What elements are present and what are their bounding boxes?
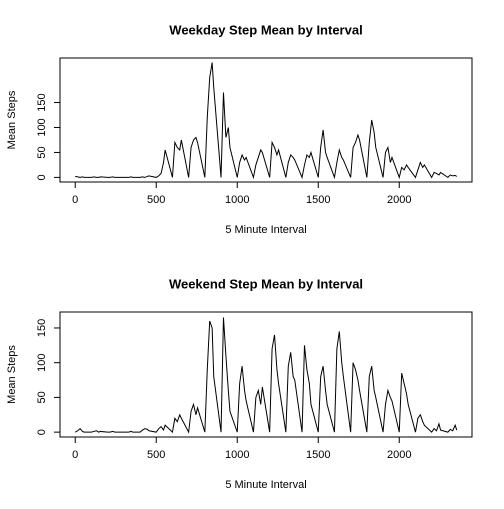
x-axis-label: 5 Minute Interval [225,479,306,491]
y-tick-label: 50 [36,391,48,403]
chart-title: Weekend Step Mean by Interval [169,276,363,291]
x-tick-label: 0 [72,449,78,461]
x-tick-label: 1000 [225,449,249,461]
x-tick-label: 2000 [387,449,411,461]
y-tick-label: 0 [36,174,48,180]
x-tick-label: 1000 [225,194,249,206]
y-tick-label: 0 [36,429,48,435]
y-tick-label: 150 [36,319,48,337]
x-tick-label: 2000 [387,194,411,206]
data-line [75,62,458,180]
x-tick-label: 500 [147,449,165,461]
y-tick-label: 150 [36,93,48,111]
y-tick-label: 100 [36,354,48,372]
y-axis-label: Mean Steps [6,345,18,404]
y-tick-label: 100 [36,118,48,136]
plot-box [59,311,473,438]
x-tick-label: 1500 [306,449,330,461]
data-line [74,317,458,434]
x-tick-label: 500 [147,194,165,206]
x-tick-label: 1500 [306,194,330,206]
y-axis-label: Mean Steps [6,90,18,149]
x-axis-label: 5 Minute Interval [225,224,306,236]
plot-box [59,57,473,183]
y-tick-label: 50 [36,146,48,158]
x-tick-label: 0 [72,194,78,206]
chart-title: Weekday Step Mean by Interval [169,22,362,37]
